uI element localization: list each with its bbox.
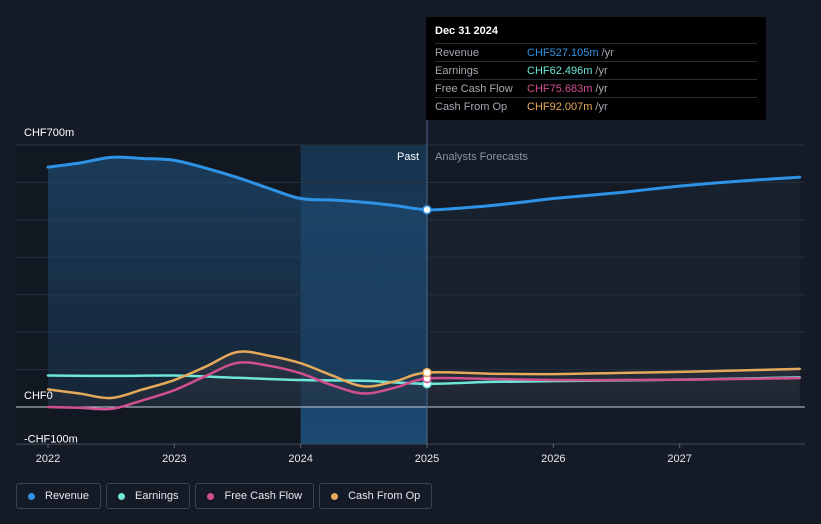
legend: Revenue Earnings Free Cash Flow Cash Fro… (16, 483, 433, 509)
y-axis-label: CHF0 (24, 390, 53, 402)
tooltip: Dec 31 2024 Revenue CHF527.105m /yr Earn… (426, 17, 766, 120)
y-axis-label: -CHF100m (24, 433, 78, 445)
y-axis-label: CHF700m (24, 127, 74, 139)
legend-dot-icon (118, 492, 126, 500)
legend-dot-icon (207, 492, 215, 500)
marker-cash-from-op (422, 367, 432, 378)
revenue-forecast-area (427, 177, 800, 407)
x-tick-label: 2027 (667, 453, 691, 465)
tooltip-value: CHF75.683m (527, 82, 593, 95)
tooltip-label: Cash From Op (435, 100, 508, 113)
legend-dot-icon (28, 492, 35, 500)
series-line-revenue (46, 155, 802, 212)
legend-label: Cash From Op (348, 490, 421, 502)
legend-dot-icon (331, 492, 339, 500)
tooltip-value: CHF62.496m (527, 64, 593, 77)
tooltip-unit: /yr (595, 100, 608, 113)
x-tick-label: 2024 (288, 453, 312, 465)
x-tick-label: 2022 (36, 453, 60, 465)
tooltip-row-free-cash-flow: Free Cash Flow CHF75.683m /yr (435, 79, 757, 97)
x-tick-label: 2023 (162, 453, 186, 465)
tooltip-value: CHF527.105m (527, 46, 599, 59)
tooltip-unit: /yr (595, 82, 608, 95)
x-tick-label: 2026 (541, 453, 565, 465)
revenue-area (48, 157, 427, 407)
forecast-label: Analysts Forecasts (435, 151, 528, 163)
legend-item-cash-from-op[interactable]: Cash From Op (319, 483, 433, 509)
legend-label: Free Cash Flow (224, 490, 303, 502)
past-label: Past (397, 151, 419, 163)
legend-item-revenue[interactable]: Revenue (16, 483, 102, 509)
legend-label: Earnings (135, 490, 179, 502)
legend-label: Revenue (45, 490, 90, 502)
tooltip-label: Free Cash Flow (435, 82, 513, 95)
tooltip-value: CHF92.007m (527, 100, 593, 113)
legend-item-earnings[interactable]: Earnings (106, 483, 191, 509)
marker-revenue (422, 205, 432, 215)
x-tick-label: 2025 (415, 453, 439, 465)
tooltip-label: Earnings (435, 64, 479, 77)
series-line-cash-from-op (46, 350, 801, 400)
tooltip-row-earnings: Earnings CHF62.496m /yr (435, 61, 757, 79)
legend-item-free-cash-flow[interactable]: Free Cash Flow (195, 483, 315, 509)
tooltip-row-cash-from-op: Cash From Op CHF92.007m /yr (435, 97, 757, 115)
tooltip-unit: /yr (601, 46, 614, 59)
tooltip-unit: /yr (595, 64, 608, 77)
tooltip-label: Revenue (435, 46, 480, 59)
tooltip-row-revenue: Revenue CHF527.105m /yr (435, 43, 757, 61)
tooltip-date: Dec 31 2024 (435, 25, 498, 37)
series-line-free-cash-flow (46, 361, 801, 411)
